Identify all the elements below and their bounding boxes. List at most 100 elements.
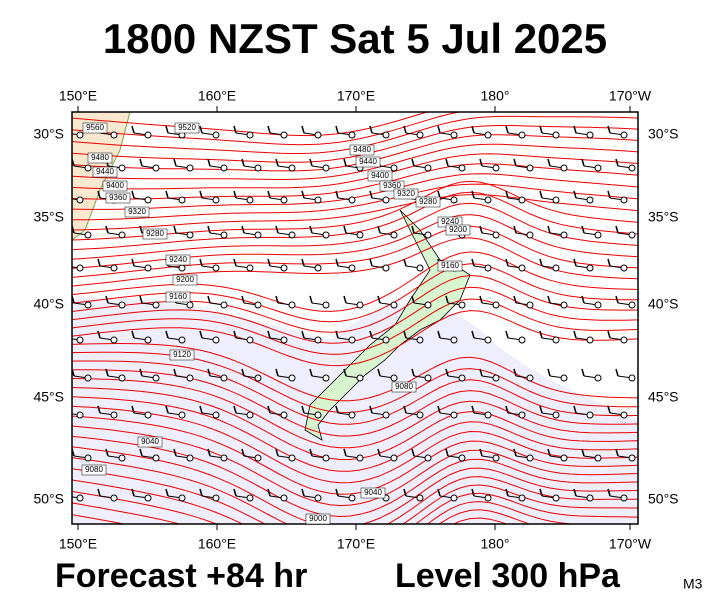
wind-barb-feather xyxy=(343,368,347,377)
station xyxy=(178,411,186,419)
contour-label: 9440 xyxy=(96,167,114,176)
station xyxy=(492,374,500,382)
station xyxy=(620,264,628,272)
contour-label: 9080 xyxy=(85,465,103,474)
wind-barb-feather xyxy=(207,158,211,167)
wind-barb-feather xyxy=(437,488,441,497)
contour-line xyxy=(72,351,638,414)
contour-line xyxy=(72,360,638,425)
station xyxy=(212,411,220,419)
wind-barb-feather xyxy=(505,125,509,134)
contour-label-box xyxy=(391,381,417,393)
wind-barb-feather xyxy=(275,225,279,234)
wind-barb-feather xyxy=(513,225,517,234)
wind-barb-feather xyxy=(479,295,483,304)
wind-barb-feather xyxy=(369,330,373,339)
wind-barb-feather xyxy=(343,295,347,304)
wind-barb-feather xyxy=(539,190,543,199)
wind-barb-feather xyxy=(139,448,143,457)
station xyxy=(382,196,390,204)
station xyxy=(314,264,322,272)
station xyxy=(586,196,594,204)
contour-line xyxy=(72,457,638,524)
wind-barb-feather xyxy=(64,489,66,496)
station xyxy=(458,374,466,382)
contour-line xyxy=(72,435,638,518)
contour-line xyxy=(72,237,638,287)
station xyxy=(552,411,560,419)
station xyxy=(382,131,390,139)
wind-barb-feather xyxy=(275,368,279,377)
station xyxy=(246,411,254,419)
station xyxy=(84,164,92,172)
wind-barb-feather xyxy=(547,295,551,304)
station xyxy=(110,494,118,502)
station xyxy=(76,264,84,272)
station xyxy=(356,374,364,382)
wind-barb-feather xyxy=(301,330,305,339)
station xyxy=(424,231,432,239)
wind-barb-feather xyxy=(369,405,373,414)
latitude-label: 45°S xyxy=(33,389,64,405)
station xyxy=(288,301,296,309)
wind-barb-feather xyxy=(607,405,611,414)
station xyxy=(322,231,330,239)
station xyxy=(212,336,220,344)
contour-line xyxy=(72,415,638,495)
contour-line xyxy=(72,225,638,278)
station xyxy=(450,494,458,502)
wind-barb-feather xyxy=(437,405,441,414)
station xyxy=(458,164,466,172)
wind-barb-feather xyxy=(513,368,517,377)
station xyxy=(586,411,594,419)
wind-barb-feather xyxy=(267,405,271,414)
wind-barb-feather xyxy=(131,405,135,414)
station xyxy=(416,336,424,344)
contour-label: 9080 xyxy=(395,382,413,391)
station xyxy=(178,196,186,204)
latitude-label: 45°S xyxy=(648,389,679,405)
station xyxy=(76,494,84,502)
contour-label-box xyxy=(102,180,128,192)
contour-line xyxy=(72,183,638,221)
wind-barb-feather xyxy=(199,488,203,497)
wind-barb-feather xyxy=(267,330,271,339)
contour-label: 9280 xyxy=(419,197,437,206)
station xyxy=(552,196,560,204)
wind-barb-feather xyxy=(275,158,279,167)
map-frame xyxy=(71,111,639,525)
station xyxy=(254,454,262,462)
station xyxy=(348,196,356,204)
wind-barb-feather xyxy=(445,368,449,377)
station xyxy=(314,196,322,204)
wind-barb-feather xyxy=(607,125,611,134)
wind-barb-feather xyxy=(343,448,347,457)
station xyxy=(186,301,194,309)
station xyxy=(424,164,432,172)
wind-barb-feather xyxy=(105,295,109,304)
longitude-label: 160°E xyxy=(198,536,236,552)
wind-barb-feather xyxy=(505,488,509,497)
wind-barb-feather xyxy=(479,158,483,167)
wind-barb-feather xyxy=(547,448,551,457)
contour-label: 9400 xyxy=(371,171,389,180)
wind-barb-feather xyxy=(309,295,313,304)
wind-barb-feather xyxy=(369,190,373,199)
wind-barb-feather xyxy=(445,295,449,304)
station xyxy=(620,196,628,204)
station xyxy=(628,164,636,172)
wind-barb-feather xyxy=(335,488,339,497)
wind-barb-feather xyxy=(573,125,577,134)
station xyxy=(118,454,126,462)
contour-label-box xyxy=(82,122,108,134)
wind-barb-feather xyxy=(411,158,415,167)
wind-barb-feather xyxy=(505,190,509,199)
new-zealand xyxy=(304,209,471,441)
wind-barb-feather xyxy=(207,295,211,304)
station xyxy=(220,164,228,172)
station xyxy=(254,231,262,239)
wind-barb-feather xyxy=(64,406,66,413)
contour-line xyxy=(72,125,638,163)
station xyxy=(586,264,594,272)
wind-barb-feather xyxy=(581,158,585,167)
